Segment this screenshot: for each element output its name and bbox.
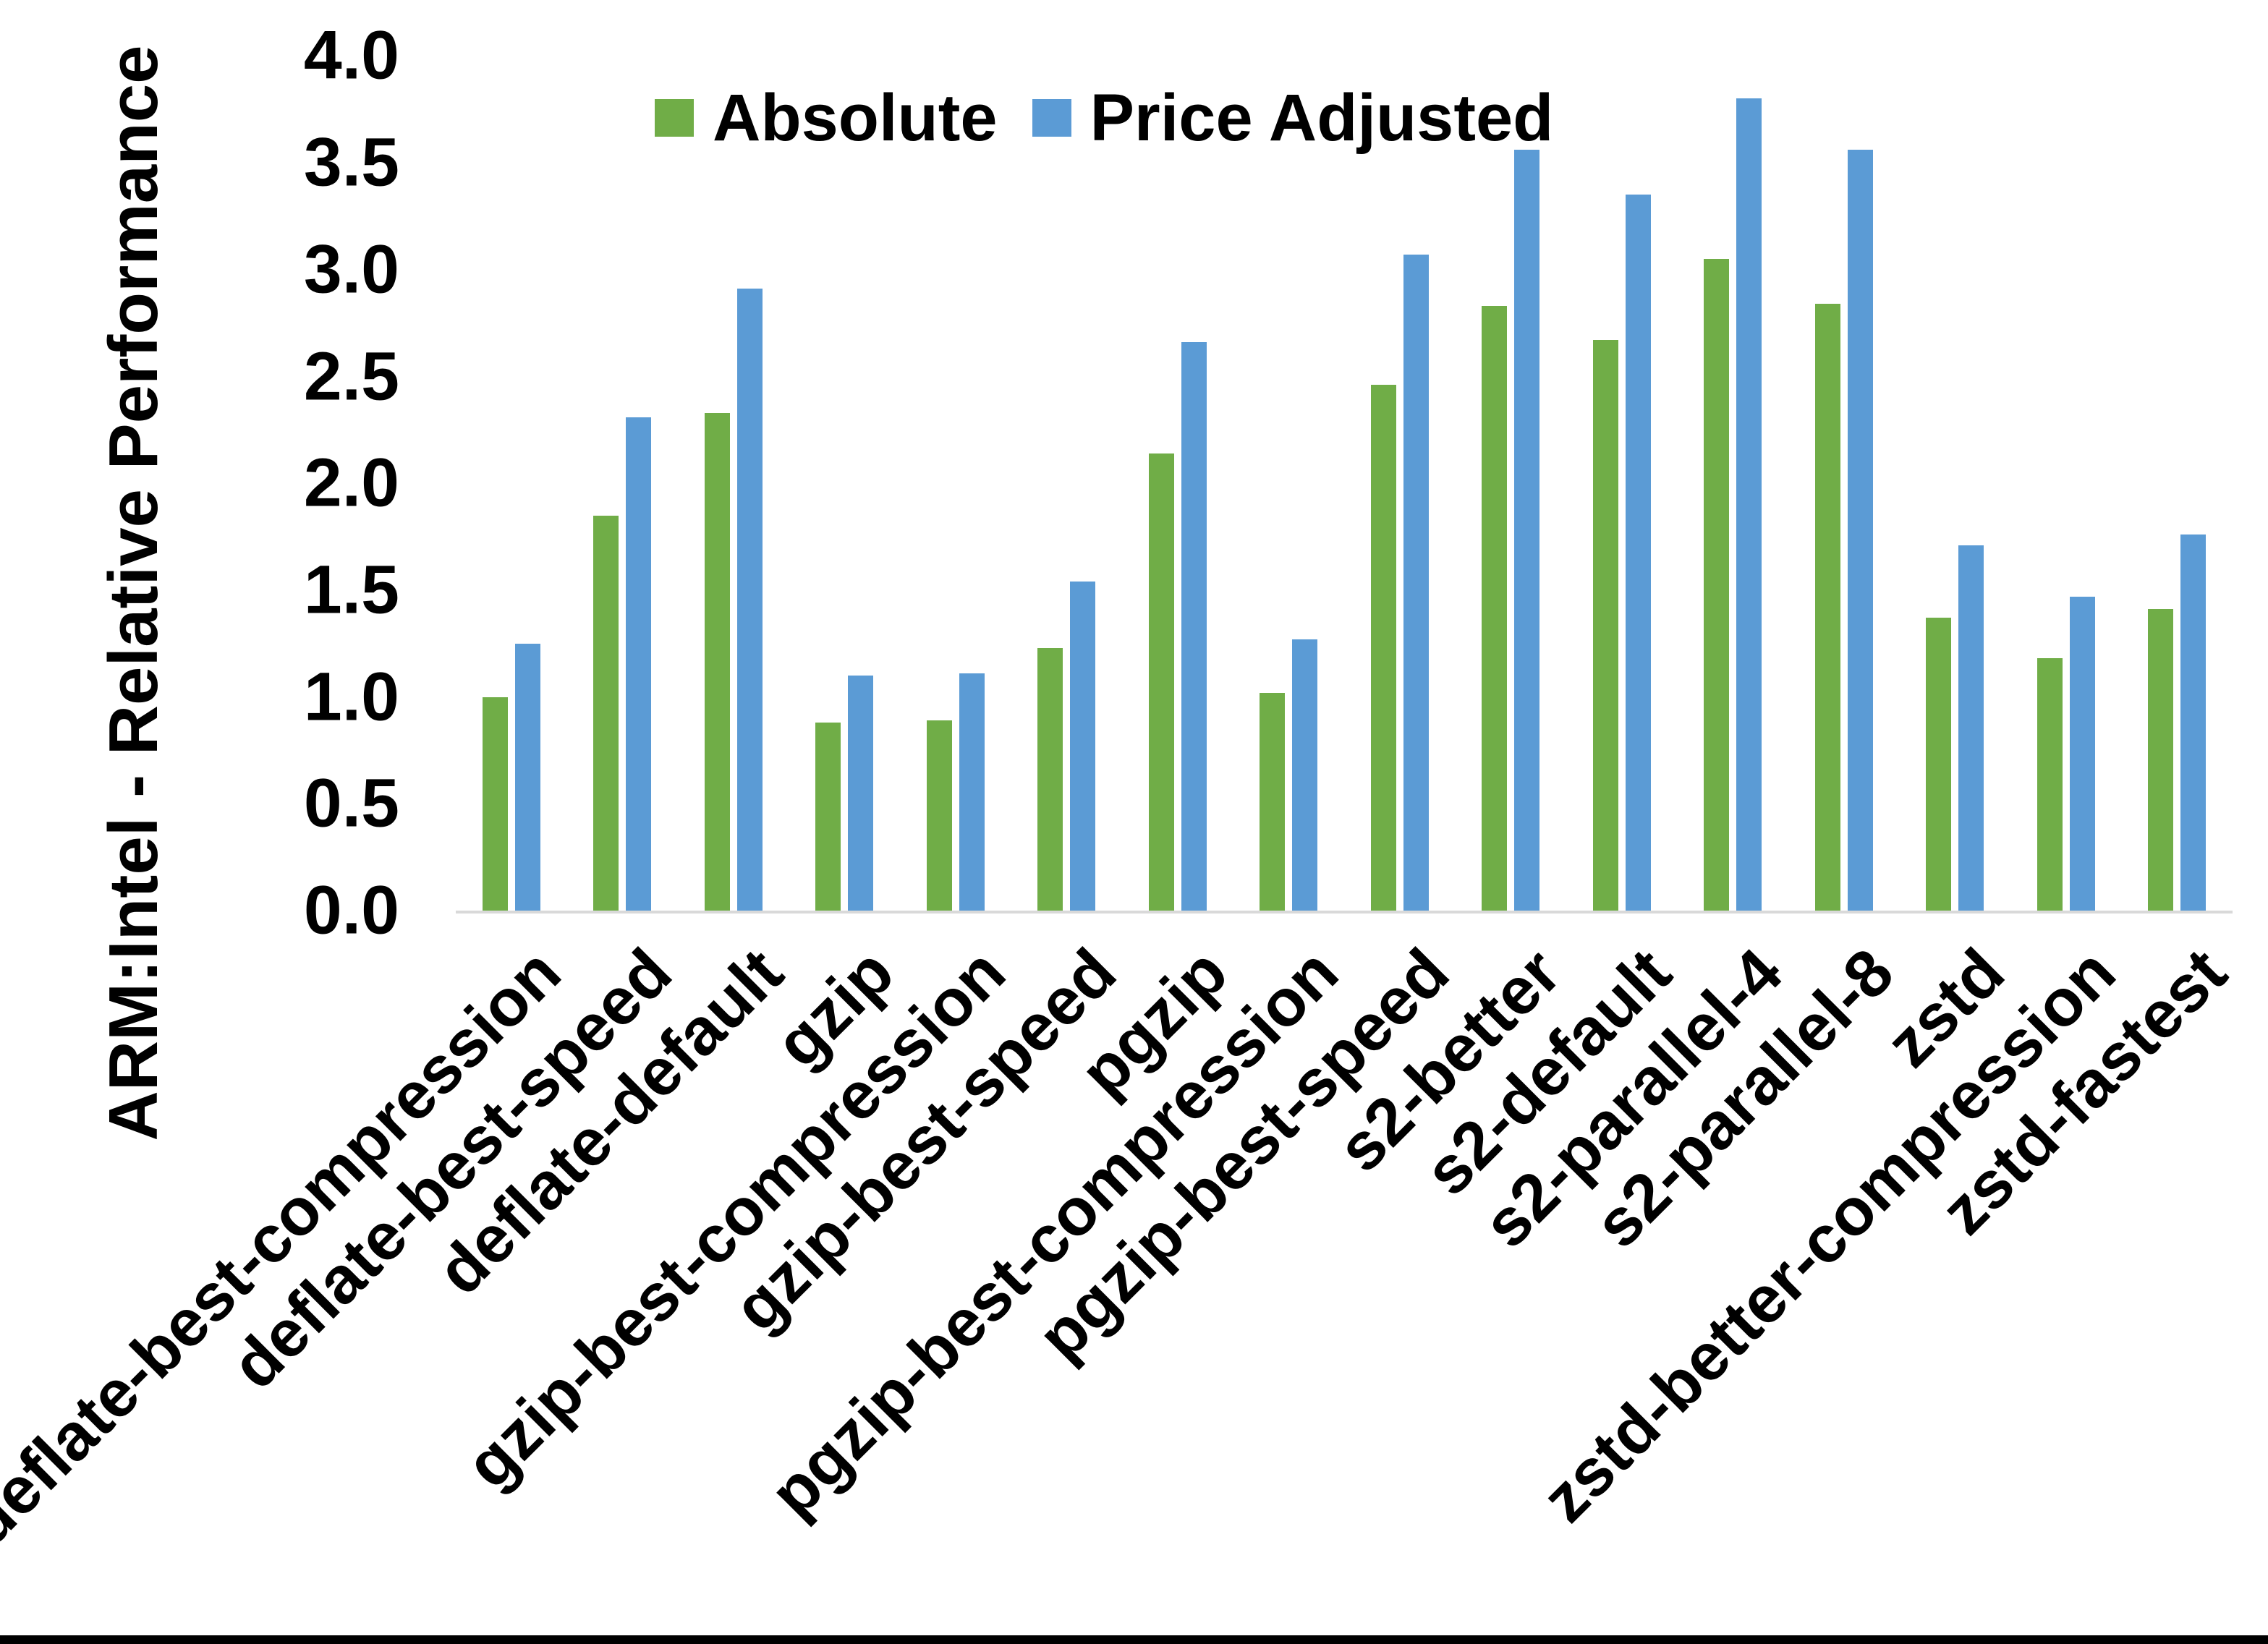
bar-price-adjusted-s2-better — [1514, 150, 1540, 911]
y-tick-label: 4.0 — [303, 17, 399, 94]
bar-price-adjusted-gzip-best-compression — [959, 673, 985, 911]
bar-absolute-s2-parallel-8 — [1814, 304, 1840, 911]
bar-price-adjusted-gzip-best-speed — [1070, 582, 1096, 911]
legend: Absolute Price Adjusted — [655, 78, 1553, 158]
bar-absolute-pgzip-best-compression — [1260, 692, 1286, 911]
bar-absolute-gzip — [815, 723, 841, 911]
y-tick-label: 1.0 — [303, 658, 399, 736]
bar-absolute-deflate-best-speed — [593, 515, 619, 911]
bar-price-adjusted-zstd — [1958, 545, 1984, 911]
bar-price-adjusted-pgzip-best-compression — [1292, 639, 1318, 911]
legend-label-absolute: Absolute — [713, 80, 998, 155]
bar-absolute-deflate-best-compression — [482, 697, 508, 911]
bar-absolute-pgzip-best-speed — [1370, 385, 1396, 911]
legend-item-absolute: Absolute — [655, 80, 998, 156]
bar-absolute-zstd — [1926, 618, 1952, 911]
bar-absolute-deflate-default — [704, 412, 730, 911]
bar-price-adjusted-s2-default — [1625, 195, 1651, 911]
y-tick-label: 1.5 — [303, 551, 399, 629]
bar-absolute-gzip-best-speed — [1037, 647, 1063, 911]
y-tick-label: 0.0 — [303, 872, 399, 949]
bottom-border-line — [0, 1635, 2268, 1644]
y-tick-label: 0.5 — [303, 764, 399, 842]
bar-price-adjusted-gzip — [848, 676, 874, 911]
legend-label-price-adjusted: Price Adjusted — [1090, 80, 1554, 155]
bar-price-adjusted-deflate-best-speed — [626, 417, 652, 911]
bar-absolute-pgzip — [1148, 453, 1174, 911]
bar-price-adjusted-pgzip-best-speed — [1403, 255, 1429, 911]
y-tick-label: 3.5 — [303, 124, 399, 201]
bar-price-adjusted-pgzip — [1181, 342, 1207, 911]
y-axis-title: ARM:Intel - Relative Performance — [95, 45, 172, 1141]
legend-swatch-absolute — [655, 99, 694, 137]
bar-absolute-s2-better — [1482, 306, 1508, 911]
bar-price-adjusted-deflate-default — [736, 289, 763, 911]
bar-price-adjusted-zstd-better-compression — [2069, 596, 2095, 911]
bar-price-adjusted-zstd-fastest — [2180, 534, 2207, 911]
bar-price-adjusted-s2-parallel-8 — [1847, 150, 1873, 911]
bar-absolute-s2-default — [1592, 340, 1618, 911]
legend-swatch-price-adjusted — [1032, 99, 1071, 137]
y-tick-label: 2.0 — [303, 444, 399, 521]
y-tick-label: 3.0 — [303, 231, 399, 308]
x-axis-line — [456, 911, 2233, 913]
bar-absolute-zstd-better-compression — [2036, 658, 2063, 911]
bar-price-adjusted-deflate-best-compression — [514, 643, 540, 911]
legend-item-price-adjusted: Price Adjusted — [1032, 80, 1554, 156]
bar-absolute-s2-parallel-4 — [1704, 259, 1730, 911]
bar-absolute-zstd-fastest — [2148, 609, 2174, 911]
bar-absolute-gzip-best-compression — [926, 720, 952, 911]
y-tick-label: 2.5 — [303, 338, 399, 414]
bar-price-adjusted-s2-parallel-4 — [1736, 98, 1762, 911]
